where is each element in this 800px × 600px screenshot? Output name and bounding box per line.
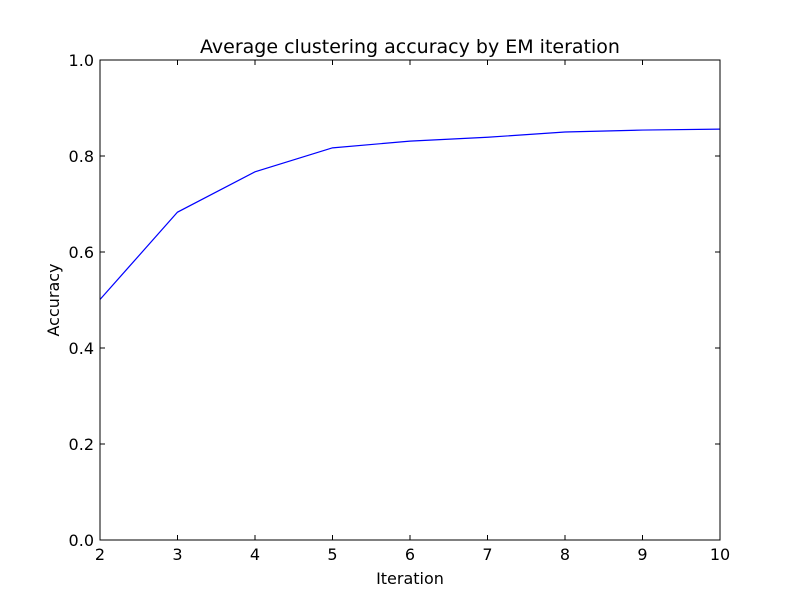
x-tick-label: 5 [327, 545, 337, 564]
x-tick-label: 6 [405, 545, 415, 564]
chart-title: Average clustering accuracy by EM iterat… [200, 36, 620, 58]
x-tick-label: 4 [250, 545, 260, 564]
x-tick-label: 10 [710, 545, 730, 564]
y-tick-label: 0.2 [69, 435, 94, 454]
y-tick-label: 0.6 [69, 243, 94, 262]
x-tick-label: 7 [482, 545, 492, 564]
y-axis-title: Accuracy [44, 263, 63, 336]
x-tick-label: 2 [95, 545, 105, 564]
y-tick-label: 0.8 [69, 147, 94, 166]
x-tick-label: 9 [637, 545, 647, 564]
series-line-0 [99, 128, 721, 300]
y-tick-label: 1.0 [69, 51, 94, 70]
y-tick-label: 0.4 [69, 339, 94, 358]
y-tick-label: 0.0 [69, 531, 94, 550]
x-tick-label: 8 [560, 545, 570, 564]
plot-area: 2 3 4 5 6 7 8 9 10 0.0 0.2 0.4 0.6 0.8 1.0 [69, 51, 731, 564]
plot-frame [99, 59, 721, 541]
x-axis-title: Iteration [376, 569, 444, 588]
x-tick-label: 3 [172, 545, 182, 564]
